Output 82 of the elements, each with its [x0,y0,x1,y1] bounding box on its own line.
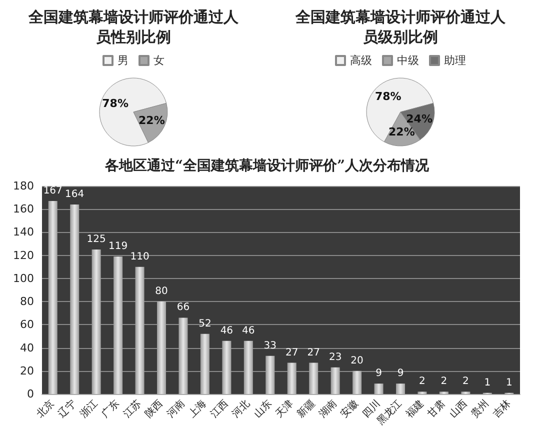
x-tick-label: 山西 [446,397,470,420]
data-label: 80 [155,286,168,298]
y-tick-label: 20 [20,364,34,378]
data-label: 78% [374,90,402,103]
data-label: 20 [350,355,364,366]
data-label: 164 [65,188,84,200]
bar [135,266,144,394]
bar [352,370,362,394]
bar [330,367,340,394]
data-label: 9 [376,368,382,380]
x-tick-label: 福建 [403,397,426,420]
bar [92,250,101,394]
data-label: 22% [388,125,415,138]
x-tick-label: 江苏 [121,397,144,420]
legend-label: 男 [118,54,128,67]
data-label: 110 [130,251,150,262]
data-label: 24% [406,112,432,126]
bar [222,340,232,394]
data-label: 23 [328,352,342,363]
bar [70,204,80,394]
bar [178,318,188,394]
y-tick-label: 0 [27,388,34,400]
data-label: 1 [484,377,491,388]
x-tick-label: 安徽 [338,397,361,420]
x-tick-label: 湖南 [316,397,340,420]
data-label: 167 [43,186,62,197]
y-tick-label: 140 [13,226,34,239]
x-tick-label: 江西 [208,397,231,420]
x-tick-label: 上海 [186,397,209,420]
data-label: 125 [86,234,106,246]
data-label: 2 [440,376,448,388]
data-label: 46 [242,325,255,336]
data-label: 66 [176,302,190,314]
x-tick-label: 北京 [34,397,57,420]
x-tick-label: 陕西 [142,397,166,420]
x-tick-label: 浙江 [78,397,100,420]
data-label: 2 [419,376,426,388]
bar [374,384,384,394]
bar [266,356,275,394]
bar [287,362,296,394]
bar [244,340,253,394]
x-tick-label: 山东 [251,397,274,420]
x-tick-label: 广东 [99,397,122,420]
data-label: 1 [506,377,512,388]
y-tick-label: 100 [13,272,34,285]
x-tick-label: 辽宁 [56,397,78,420]
y-tick-label: 40 [20,341,34,354]
data-label: 22% [138,114,165,127]
bar [114,256,123,394]
data-label: 27 [307,347,320,358]
chart-title: 全国建筑幕墙设计师评价通过人员级别比例 [294,8,506,46]
bar [200,334,210,394]
chart-title: 全国建筑幕墙设计师评价通过人员性别比例 [28,8,240,46]
chart-title: 各地区通过“全国建筑幕墙设计师评价”人次分布情况 [104,157,430,174]
data-label: 2 [462,376,469,388]
x-tick-label: 贵州 [468,397,492,420]
data-label: 78% [102,97,128,110]
legend-label: 助理 [444,54,466,67]
y-tick-label: 120 [13,248,34,262]
legend-label: 高级 [350,54,372,67]
data-label: 119 [108,240,128,252]
legend-label: 女 [154,54,164,67]
y-tick-label: 60 [20,318,34,332]
bar [157,302,166,394]
x-tick-label: 河南 [164,397,188,420]
data-label: 9 [397,368,404,380]
x-tick-label: 新疆 [294,397,318,420]
y-tick-label: 160 [13,202,34,216]
bar [309,362,318,394]
x-tick-label: 吉林 [490,397,514,420]
x-tick-label: 天津 [273,397,296,420]
bar [396,384,405,394]
y-tick-label: 80 [20,295,34,308]
bar [48,201,58,394]
x-tick-label: 甘肃 [425,397,448,420]
y-tick-label: 180 [13,180,34,192]
x-tick-label: 河北 [230,397,252,420]
data-label: 33 [264,340,277,352]
data-label: 46 [220,325,234,336]
data-label: 52 [198,318,212,330]
data-label: 27 [285,347,298,358]
legend-label: 中级 [397,54,419,67]
